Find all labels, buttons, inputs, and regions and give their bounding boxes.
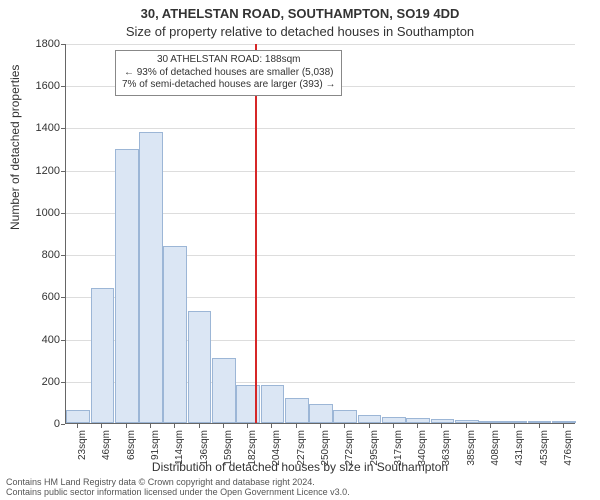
x-tick-label: 159sqm [223, 430, 234, 480]
x-tick-label: 250sqm [320, 430, 331, 480]
x-tick-mark [320, 424, 321, 428]
y-tick-mark [61, 382, 65, 383]
y-tick-label: 1000 [10, 207, 60, 219]
x-tick-mark [247, 424, 248, 428]
x-tick-label: 363sqm [441, 430, 452, 480]
x-tick-mark [174, 424, 175, 428]
x-tick-label: 23sqm [77, 430, 88, 480]
footer-line2: Contains public sector information licen… [6, 488, 350, 498]
x-tick-mark [490, 424, 491, 428]
x-tick-label: 204sqm [271, 430, 282, 480]
histogram-bar [503, 421, 527, 423]
y-tick-mark [61, 255, 65, 256]
annotation-box: 30 ATHELSTAN ROAD: 188sqm← 93% of detach… [115, 50, 342, 96]
x-tick-label: 431sqm [514, 430, 525, 480]
x-tick-mark [466, 424, 467, 428]
x-tick-mark [271, 424, 272, 428]
x-tick-label: 408sqm [490, 430, 501, 480]
y-tick-mark [61, 297, 65, 298]
histogram-bar [358, 415, 382, 423]
x-tick-mark [539, 424, 540, 428]
y-tick-mark [61, 86, 65, 87]
histogram-bar [333, 410, 357, 423]
y-tick-label: 600 [10, 291, 60, 303]
x-tick-mark [77, 424, 78, 428]
chart-container: 30, ATHELSTAN ROAD, SOUTHAMPTON, SO19 4D… [0, 0, 600, 500]
x-tick-mark [441, 424, 442, 428]
x-tick-mark [199, 424, 200, 428]
x-tick-label: 385sqm [466, 430, 477, 480]
x-tick-mark [223, 424, 224, 428]
y-tick-label: 0 [10, 418, 60, 430]
histogram-bar [261, 385, 285, 423]
y-tick-mark [61, 213, 65, 214]
x-tick-label: 114sqm [174, 430, 185, 480]
x-tick-mark [514, 424, 515, 428]
gridline [66, 128, 575, 129]
x-tick-label: 340sqm [417, 430, 428, 480]
y-tick-label: 1600 [10, 80, 60, 92]
x-tick-label: 227sqm [296, 430, 307, 480]
histogram-bar [163, 246, 187, 423]
x-tick-label: 453sqm [539, 430, 550, 480]
histogram-bar [431, 419, 455, 423]
x-tick-mark [563, 424, 564, 428]
x-tick-label: 46sqm [101, 430, 112, 480]
x-tick-label: 272sqm [344, 430, 355, 480]
annotation-line: 30 ATHELSTAN ROAD: 188sqm [122, 54, 335, 67]
y-tick-label: 200 [10, 376, 60, 388]
x-tick-label: 182sqm [247, 430, 258, 480]
histogram-bar [552, 421, 576, 423]
x-tick-label: 476sqm [563, 430, 574, 480]
gridline [66, 44, 575, 45]
x-tick-mark [369, 424, 370, 428]
y-tick-label: 800 [10, 249, 60, 261]
histogram-bar [406, 418, 430, 423]
x-tick-mark [417, 424, 418, 428]
histogram-bar [91, 288, 115, 423]
x-tick-mark [296, 424, 297, 428]
histogram-bar [528, 421, 552, 423]
reference-line [255, 44, 257, 423]
x-tick-label: 91sqm [150, 430, 161, 480]
y-tick-label: 400 [10, 334, 60, 346]
y-tick-label: 1800 [10, 38, 60, 50]
x-tick-mark [101, 424, 102, 428]
y-tick-label: 1400 [10, 122, 60, 134]
footer-attribution: Contains HM Land Registry data © Crown c… [6, 478, 350, 498]
histogram-bar [115, 149, 139, 423]
chart-title: 30, ATHELSTAN ROAD, SOUTHAMPTON, SO19 4D… [0, 6, 600, 21]
histogram-bar [455, 420, 479, 423]
histogram-bar [139, 132, 163, 423]
y-tick-mark [61, 128, 65, 129]
y-tick-mark [61, 171, 65, 172]
plot-area [65, 44, 575, 424]
x-tick-mark [393, 424, 394, 428]
x-tick-label: 136sqm [199, 430, 210, 480]
x-tick-mark [344, 424, 345, 428]
y-tick-label: 1200 [10, 165, 60, 177]
x-tick-mark [126, 424, 127, 428]
x-tick-label: 295sqm [369, 430, 380, 480]
histogram-bar [382, 417, 406, 423]
histogram-bar [66, 410, 90, 423]
y-tick-mark [61, 44, 65, 45]
annotation-line: 7% of semi-detached houses are larger (3… [122, 79, 335, 92]
annotation-line: ← 93% of detached houses are smaller (5,… [122, 67, 335, 80]
histogram-bar [309, 404, 333, 423]
chart-subtitle: Size of property relative to detached ho… [0, 24, 600, 39]
histogram-bar [479, 421, 503, 423]
histogram-bar [212, 358, 236, 423]
y-tick-mark [61, 340, 65, 341]
x-tick-label: 68sqm [126, 430, 137, 480]
y-tick-mark [61, 424, 65, 425]
x-tick-mark [150, 424, 151, 428]
histogram-bar [285, 398, 309, 423]
histogram-bar [188, 311, 212, 423]
x-tick-label: 317sqm [393, 430, 404, 480]
